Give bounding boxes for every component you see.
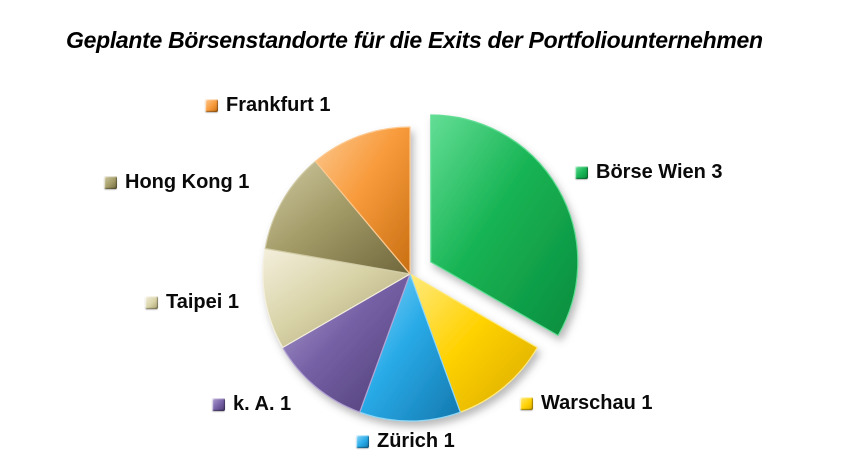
legend-item-warschau: Warschau 1 (520, 390, 653, 416)
pie-slice-ka (282, 273, 411, 413)
legend-label-warschau: Warschau 1 (541, 391, 653, 414)
pie-slice-zuerich (359, 273, 461, 422)
legend-label-taipei: Taipei 1 (166, 290, 239, 313)
pie-slice-warschau (409, 273, 538, 413)
legend-item-ka: k. A. 1 (212, 391, 291, 417)
ka-marker-icon (212, 397, 225, 411)
pie-slice-hongkong (264, 160, 411, 275)
pie-slice-taipei (262, 247, 411, 349)
boerse-wien-marker-icon (575, 165, 588, 179)
legend-label-boerse-wien: Börse Wien 3 (596, 160, 723, 183)
frankfurt-marker-icon (205, 98, 218, 112)
legend-label-frankfurt: Frankfurt 1 (226, 93, 331, 116)
zuerich-marker-icon (356, 434, 369, 448)
warschau-marker-icon (520, 396, 533, 410)
legend-label-ka: k. A. 1 (233, 392, 292, 415)
hong-kong-marker-icon (104, 175, 117, 189)
legend-item-zuerich: Zürich 1 (356, 428, 455, 454)
pie-slice-frankfurt (314, 126, 411, 275)
pie-slice-boersewien (430, 114, 579, 337)
chart-title: Geplante Börsenstandorte für die Exits d… (66, 27, 763, 53)
legend-item-boerse-wien: Börse Wien 3 (575, 159, 723, 185)
legend-label-hong-kong: Hong Kong 1 (125, 170, 250, 193)
taipei-marker-icon (145, 295, 158, 309)
legend-label-zuerich: Zürich 1 (377, 429, 455, 452)
legend-item-frankfurt: Frankfurt 1 (205, 92, 330, 118)
legend-item-taipei: Taipei 1 (145, 289, 239, 315)
legend-item-hong-kong: Hong Kong 1 (104, 169, 249, 195)
